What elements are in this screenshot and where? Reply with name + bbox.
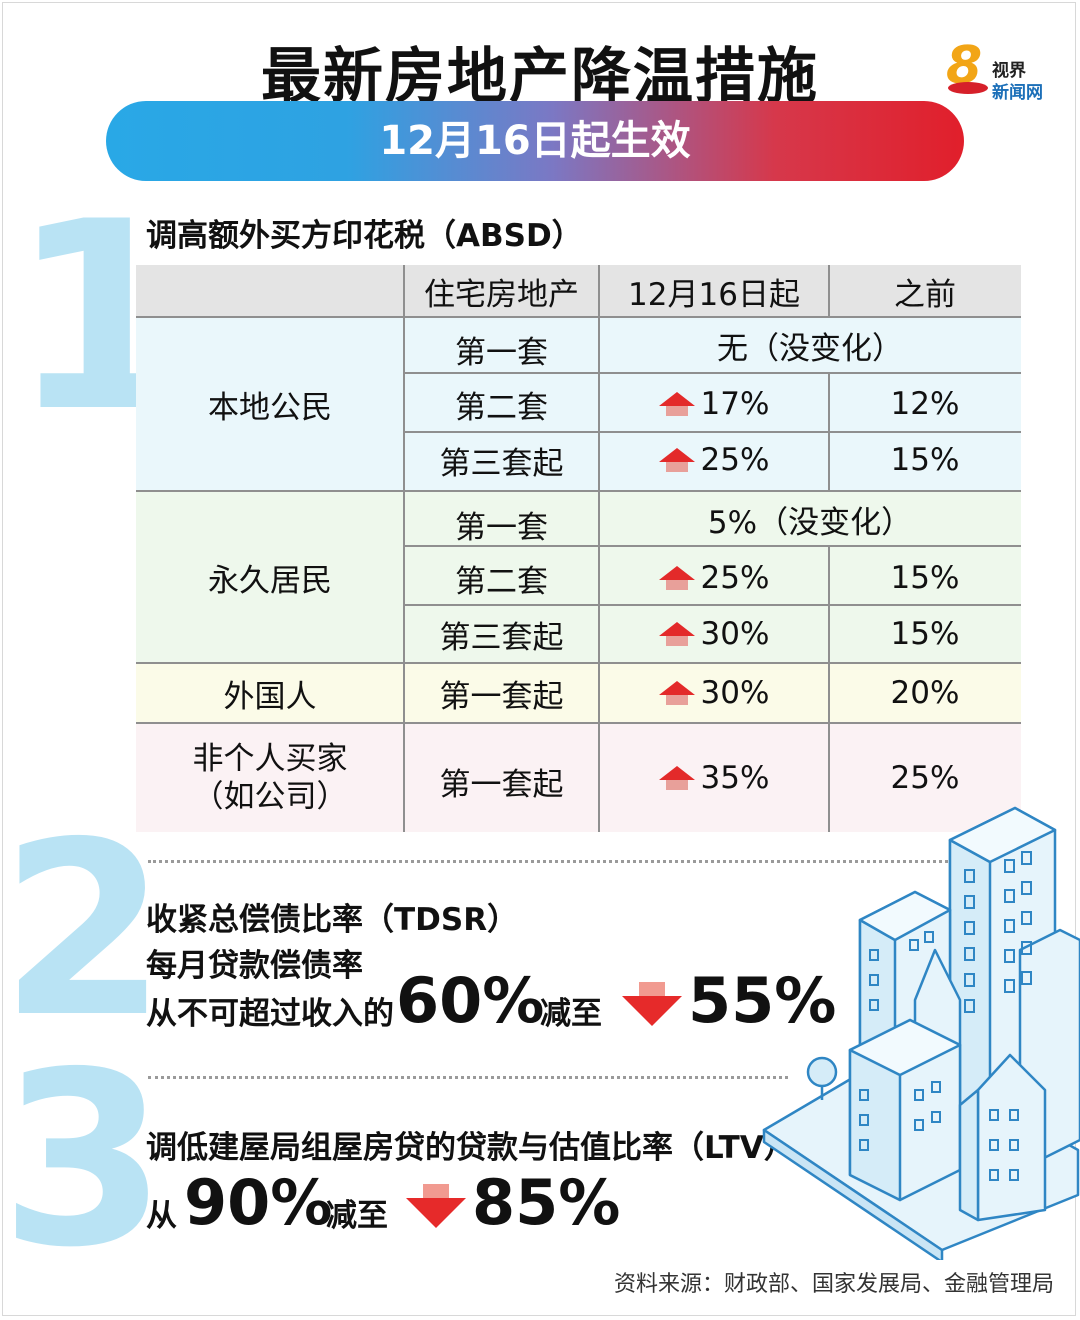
arrow-up-icon — [658, 566, 695, 590]
arrow-up-icon — [658, 681, 695, 705]
group-label-citizen: 本地公民 — [208, 389, 332, 426]
new-rate-value: 25% — [700, 560, 770, 596]
table-cell-new-rate: 25% — [599, 549, 829, 607]
table-divider — [404, 372, 1021, 374]
table-divider — [403, 265, 405, 832]
group-label-entity-line1: 非个人买家 — [192, 740, 348, 777]
source-note: 资料来源：财政部、国家发展局、金融管理局 — [613, 1272, 1054, 1297]
table-cell-old-rate: 15% — [890, 560, 960, 596]
section2-subheading: 每月贷款偿债率 — [146, 948, 363, 984]
group-pr-bg — [136, 491, 1021, 663]
table-cell-old-rate: 20% — [890, 675, 960, 711]
group-label-foreigner: 外国人 — [223, 678, 317, 715]
arrow-up-icon — [658, 622, 695, 646]
table-header-old-rate: 之前 — [829, 265, 1021, 317]
absd-table: 住宅房地产 12月16日起 之前 本地公民 第一套 无（没变化） 第二套 17%… — [136, 265, 1021, 832]
table-cell-property: 第三套起 — [439, 619, 564, 656]
section2-heading: 收紧总偿债比率（TDSR） — [146, 902, 519, 938]
group-label-entity: 非个人买家 （如公司） — [136, 723, 404, 832]
logo-line2: 新闻网 — [992, 83, 1043, 103]
table-header-property: 住宅房地产 — [404, 265, 599, 317]
section-divider — [148, 860, 948, 863]
table-cell-property: 第二套 — [455, 563, 548, 600]
section2-prefix: 从不可超过收入的 — [146, 996, 394, 1032]
section2-to-value: 55% — [688, 964, 837, 1037]
section3-prefix: 从 — [146, 1198, 177, 1234]
arrow-up-icon — [658, 765, 695, 790]
new-rate-value: 35% — [700, 759, 770, 796]
table-divider — [828, 265, 830, 317]
table-divider — [136, 722, 1021, 724]
table-header-empty — [136, 265, 404, 317]
logo-line1: 视界 — [992, 61, 1026, 81]
table-cell-new-rate: 35% — [599, 723, 829, 832]
city-buildings-illustration — [762, 806, 1080, 1260]
section3-from-value: 90% — [184, 1166, 333, 1239]
table-cell-old-rate: 12% — [890, 386, 960, 422]
logo-swoosh-icon — [948, 82, 988, 94]
table-cell-old-rate: 15% — [890, 616, 960, 652]
effective-date-banner: 12月16日起生效 — [106, 101, 964, 181]
section2-middle: 减至 — [540, 996, 602, 1032]
table-cell-merged: 5%（没变化） — [707, 504, 913, 541]
table-divider — [136, 662, 1021, 664]
table-divider — [136, 490, 1021, 492]
table-cell-property: 第一套起 — [439, 767, 564, 803]
table-divider — [404, 604, 1021, 606]
effective-date-text: 12月16日起生效 — [379, 118, 691, 164]
new-rate-value: 30% — [700, 616, 770, 652]
section3-to-value: 85% — [472, 1166, 621, 1239]
table-cell-old-rate: 25% — [890, 759, 960, 796]
section-divider — [148, 1076, 788, 1079]
table-cell-property: 第三套起 — [439, 445, 564, 482]
table-divider — [404, 431, 1021, 433]
page-title: 最新房地产降温措施 — [261, 42, 819, 112]
section3-middle: 减至 — [326, 1198, 388, 1234]
section1-heading: 调高额外买方印花税（ABSD） — [146, 218, 583, 254]
group-label-entity-line2: （如公司） — [192, 778, 348, 815]
section-number-2: 2 — [0, 790, 167, 1070]
table-cell-new-rate: 30% — [599, 663, 829, 723]
table-divider — [404, 545, 1021, 547]
section-number-3: 3 — [0, 1020, 167, 1300]
section3-heading: 调低建屋局组屋房贷的贷款与估值比率（LTV） — [146, 1130, 795, 1166]
table-cell-new-rate: 30% — [599, 605, 829, 663]
table-cell-property: 第二套 — [455, 389, 548, 426]
group-citizen-bg — [136, 317, 1021, 491]
table-cell-new-rate: 17% — [599, 375, 829, 433]
table-cell-merged: 无（没变化） — [717, 330, 903, 367]
new-rate-value: 30% — [700, 675, 770, 711]
arrow-down-icon — [622, 982, 682, 1026]
group-entity-bg — [136, 723, 1021, 832]
table-header-new-rate: 12月16日起 — [599, 265, 829, 317]
arrow-down-icon — [406, 1184, 466, 1228]
new-rate-value: 17% — [700, 386, 770, 422]
section2-from-value: 60% — [396, 964, 545, 1037]
table-divider — [136, 316, 1021, 318]
group-foreigner-bg — [136, 663, 1021, 723]
new-rate-value: 25% — [700, 442, 770, 478]
table-cell-old-rate: 15% — [890, 442, 960, 478]
logo: 8 视界 新闻网 — [946, 36, 1066, 106]
table-cell-property: 第一套 — [455, 334, 548, 371]
arrow-up-icon — [658, 392, 695, 416]
table-cell-property: 第一套 — [455, 509, 548, 546]
table-divider — [828, 547, 830, 832]
table-divider — [598, 265, 600, 832]
group-label-pr: 永久居民 — [208, 562, 332, 599]
table-cell-new-rate: 25% — [599, 431, 829, 489]
arrow-up-icon — [658, 448, 695, 472]
table-cell-property: 第一套起 — [439, 678, 564, 715]
